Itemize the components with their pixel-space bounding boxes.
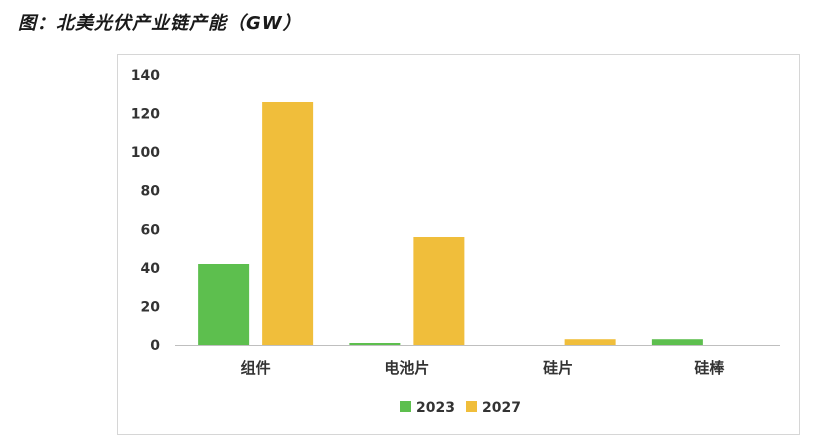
y-tick-label: 80 xyxy=(141,184,161,200)
figure-title: 图：北美光伏产业链产能（GW） xyxy=(18,13,302,34)
bars-group xyxy=(198,102,703,345)
legend-swatch-2023 xyxy=(400,401,411,412)
bar-2023-0 xyxy=(198,264,250,345)
bar-2023-3 xyxy=(651,339,703,345)
bar-2023-1 xyxy=(349,343,401,345)
x-category-label: 电池片 xyxy=(384,359,429,377)
x-category-label: 硅棒 xyxy=(694,359,725,377)
y-tick-label: 120 xyxy=(131,107,160,123)
legend: 2023 2027 xyxy=(400,400,521,416)
bar-2027-0 xyxy=(262,102,314,345)
y-tick-label: 60 xyxy=(141,222,161,238)
y-axis-ticks: 0 20 40 60 80 100 120 140 xyxy=(131,68,160,354)
y-tick-label: 140 xyxy=(131,68,160,84)
x-category-label: 组件 xyxy=(241,359,271,377)
y-tick-label: 0 xyxy=(150,338,160,354)
y-tick-label: 20 xyxy=(141,299,161,315)
legend-label-2027: 2027 xyxy=(482,400,521,416)
x-category-label: 硅片 xyxy=(543,359,573,377)
y-tick-label: 40 xyxy=(141,261,161,277)
legend-label-2023: 2023 xyxy=(416,400,455,416)
category-labels: 组件 电池片 硅片 硅棒 xyxy=(241,359,726,377)
y-tick-label: 100 xyxy=(131,145,160,161)
bar-2027-2 xyxy=(564,339,616,345)
legend-swatch-2027 xyxy=(466,401,477,412)
bar-2027-1 xyxy=(413,237,465,345)
